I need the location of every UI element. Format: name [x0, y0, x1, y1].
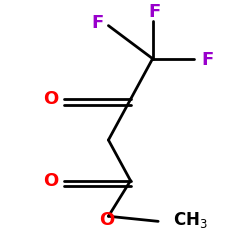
Text: O: O	[44, 172, 59, 190]
Text: F: F	[148, 3, 160, 21]
Text: F: F	[91, 14, 104, 32]
Text: F: F	[202, 51, 214, 69]
Text: O: O	[100, 211, 115, 229]
Text: CH$_3$: CH$_3$	[173, 210, 208, 230]
Text: O: O	[44, 90, 59, 108]
